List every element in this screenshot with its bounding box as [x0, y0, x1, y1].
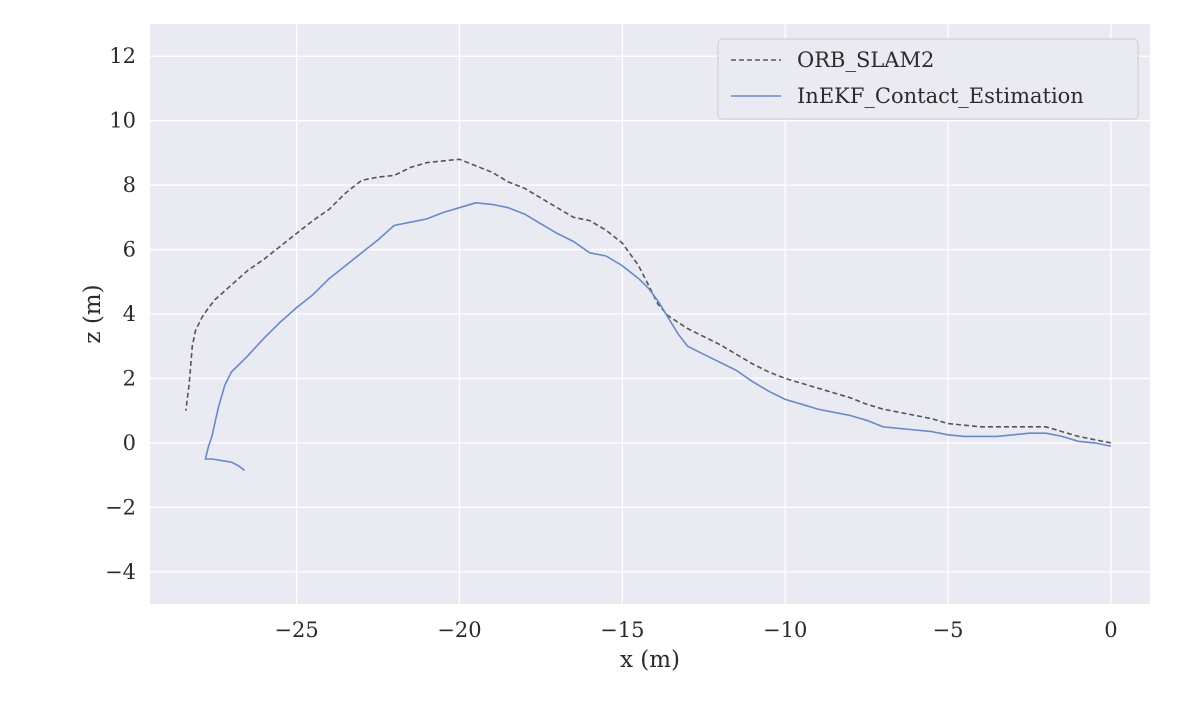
x-tick-label: −20 [437, 618, 481, 642]
y-tick-label: 2 [123, 366, 136, 390]
legend-label-orb-slam2: ORB_SLAM2 [797, 48, 934, 72]
y-tick-label: 6 [123, 238, 136, 262]
y-tick-label: 10 [109, 109, 136, 133]
y-tick-labels: −4 −2 0 2 4 6 8 10 12 [105, 44, 136, 584]
x-tick-label: 0 [1104, 618, 1117, 642]
x-axis-label: x (m) [620, 647, 680, 673]
y-tick-label: 0 [123, 431, 136, 455]
y-tick-label: 12 [109, 44, 136, 68]
legend: ORB_SLAM2 InEKF_Contact_Estimation [717, 38, 1139, 120]
y-tick-label: 4 [123, 302, 136, 326]
legend-box [717, 38, 1139, 120]
y-tick-label: −4 [105, 560, 136, 584]
x-tick-label: −25 [274, 618, 318, 642]
series-line-orb-slam2 [185, 158, 1112, 444]
series-line-inekf-contact-estimation [204, 202, 1112, 471]
x-tick-label: −5 [933, 618, 964, 642]
y-tick-label: −2 [105, 495, 136, 519]
x-tick-label: −10 [763, 618, 807, 642]
series-lines [185, 158, 1112, 471]
y-axis-label: z (m) [80, 284, 106, 343]
grid-lines [150, 24, 1150, 604]
x-tick-label: −15 [600, 618, 644, 642]
legend-label-inekf: InEKF_Contact_Estimation [797, 84, 1084, 108]
x-tick-labels: −25 −20 −15 −10 −5 0 [274, 618, 1117, 642]
y-tick-label: 8 [123, 173, 136, 197]
